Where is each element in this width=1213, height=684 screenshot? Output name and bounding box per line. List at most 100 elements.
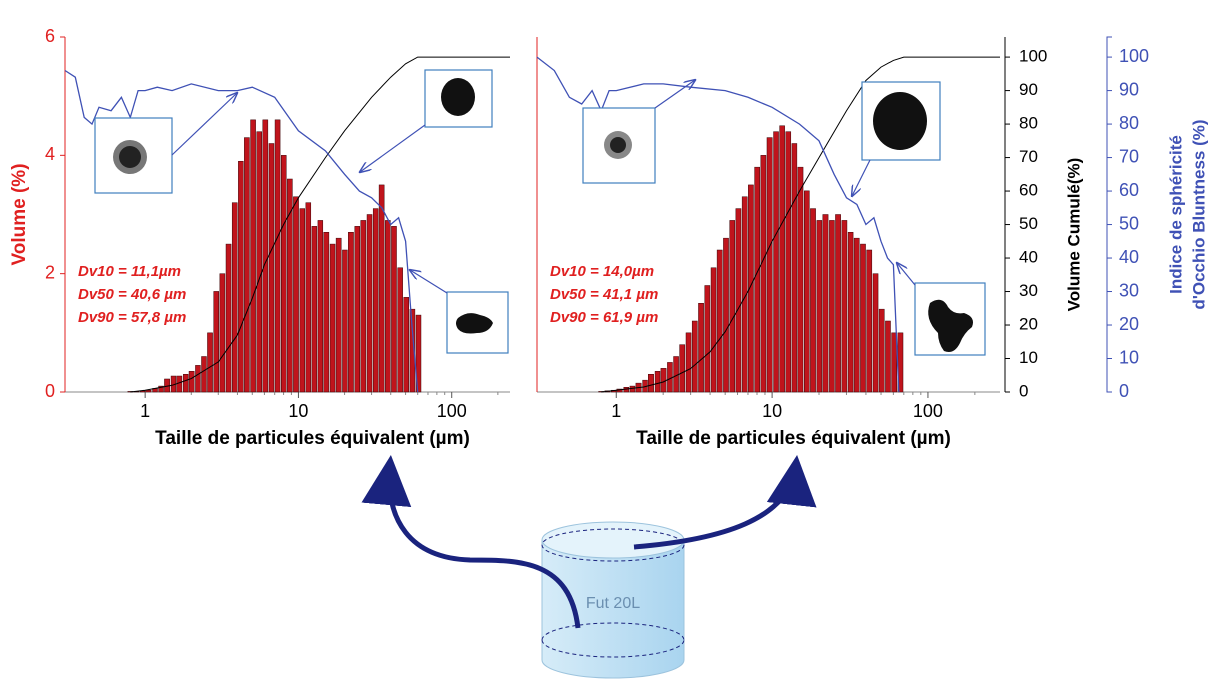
annotation: Dv50 = 40,6 µm — [78, 286, 186, 303]
y3-tick-label: 0 — [1119, 381, 1129, 401]
annotation: Dv10 = 14,0µm — [550, 263, 654, 280]
y-tick-label: 2 — [45, 262, 55, 282]
bar — [679, 344, 686, 393]
bar — [274, 119, 281, 393]
bar — [791, 143, 798, 393]
bar — [648, 374, 654, 393]
bar — [710, 267, 717, 393]
bar — [305, 202, 312, 393]
bar — [250, 119, 256, 393]
bar — [847, 232, 854, 393]
bar — [348, 232, 354, 393]
x-tick-label: 1 — [140, 401, 150, 421]
x-axis-label: Taille de particules équivalent (µm) — [155, 428, 470, 449]
bar — [735, 208, 742, 393]
flow-arrows — [361, 455, 817, 629]
bar — [145, 389, 152, 393]
bar — [748, 184, 754, 393]
y-tick-label: 0 — [45, 381, 55, 401]
bar — [866, 249, 873, 393]
y-axis-label: Volume (%) — [9, 163, 30, 265]
bar — [213, 291, 220, 393]
bar — [329, 243, 336, 393]
bar — [779, 125, 785, 393]
bar — [397, 267, 403, 393]
x-tick-label: 10 — [762, 401, 782, 421]
bar — [785, 131, 792, 393]
bar — [287, 178, 293, 393]
y-tick-label: 6 — [45, 26, 55, 46]
bar — [841, 220, 848, 393]
y3-tick-label: 90 — [1119, 79, 1139, 99]
bar — [238, 161, 244, 393]
y3-axis-label: d'Occhio Bluntness (%) — [1189, 119, 1208, 309]
bar — [256, 131, 262, 393]
cumulative-line — [601, 56, 1000, 393]
bar — [835, 214, 841, 393]
annotation: Dv50 = 41,1 µm — [550, 286, 658, 303]
annotation: Dv90 = 61,9 µm — [550, 309, 658, 326]
container-label: Fut 20L — [586, 595, 640, 612]
y2-tick-label: 10 — [1019, 348, 1038, 367]
y2-tick-label: 80 — [1019, 114, 1038, 133]
x-tick-label: 100 — [437, 401, 467, 421]
bar — [673, 356, 679, 393]
sphericity-line — [64, 69, 419, 393]
bar — [366, 214, 373, 393]
x-tick-label: 10 — [288, 401, 308, 421]
y2-tick-label: 90 — [1019, 80, 1038, 99]
container: Fut 20L — [541, 521, 685, 679]
bar — [219, 273, 226, 393]
bar — [810, 208, 816, 393]
y2-tick-label: 50 — [1019, 214, 1038, 233]
bar — [244, 137, 250, 393]
bar — [660, 368, 667, 393]
bar — [225, 243, 232, 393]
y2-tick-label: 70 — [1019, 147, 1038, 166]
bar — [816, 220, 823, 393]
y2-tick-label: 60 — [1019, 181, 1038, 200]
particle-shapes — [113, 78, 973, 352]
annotation: Dv90 = 57,8 µm — [78, 309, 186, 326]
bar — [766, 137, 773, 393]
bar — [415, 314, 422, 393]
bar — [280, 155, 287, 393]
bar — [754, 166, 760, 393]
y3-tick-label: 60 — [1119, 180, 1139, 200]
bar — [829, 220, 835, 393]
bar — [183, 374, 189, 393]
bar — [403, 297, 410, 393]
bar — [723, 237, 729, 393]
x-tick-label: 100 — [913, 401, 943, 421]
bar — [860, 243, 866, 393]
bar — [685, 332, 692, 393]
bar — [268, 143, 275, 393]
bar — [822, 214, 829, 393]
bar — [698, 303, 704, 393]
y2-tick-label: 100 — [1019, 47, 1047, 66]
bar — [342, 249, 348, 393]
y3-tick-label: 30 — [1119, 280, 1139, 300]
y3-tick-label: 20 — [1119, 314, 1139, 334]
annotation: Dv10 = 11,1µm — [78, 263, 181, 280]
bar — [654, 371, 661, 393]
y-tick-label: 4 — [45, 144, 55, 164]
y2-tick-label: 30 — [1019, 281, 1038, 300]
bar — [207, 332, 213, 393]
y3-tick-label: 50 — [1119, 213, 1139, 233]
y2-tick-label: 0 — [1019, 381, 1028, 400]
bar — [317, 220, 324, 393]
y3-tick-label: 100 — [1119, 46, 1149, 66]
bar — [335, 237, 342, 393]
bar — [704, 285, 711, 393]
y2-axis-label: Volume Cumulé(%) — [1064, 158, 1083, 312]
bar — [201, 356, 207, 393]
bar — [872, 273, 879, 393]
bar — [378, 184, 385, 393]
x-tick-label: 1 — [611, 401, 621, 421]
inset-arrows — [171, 80, 916, 294]
